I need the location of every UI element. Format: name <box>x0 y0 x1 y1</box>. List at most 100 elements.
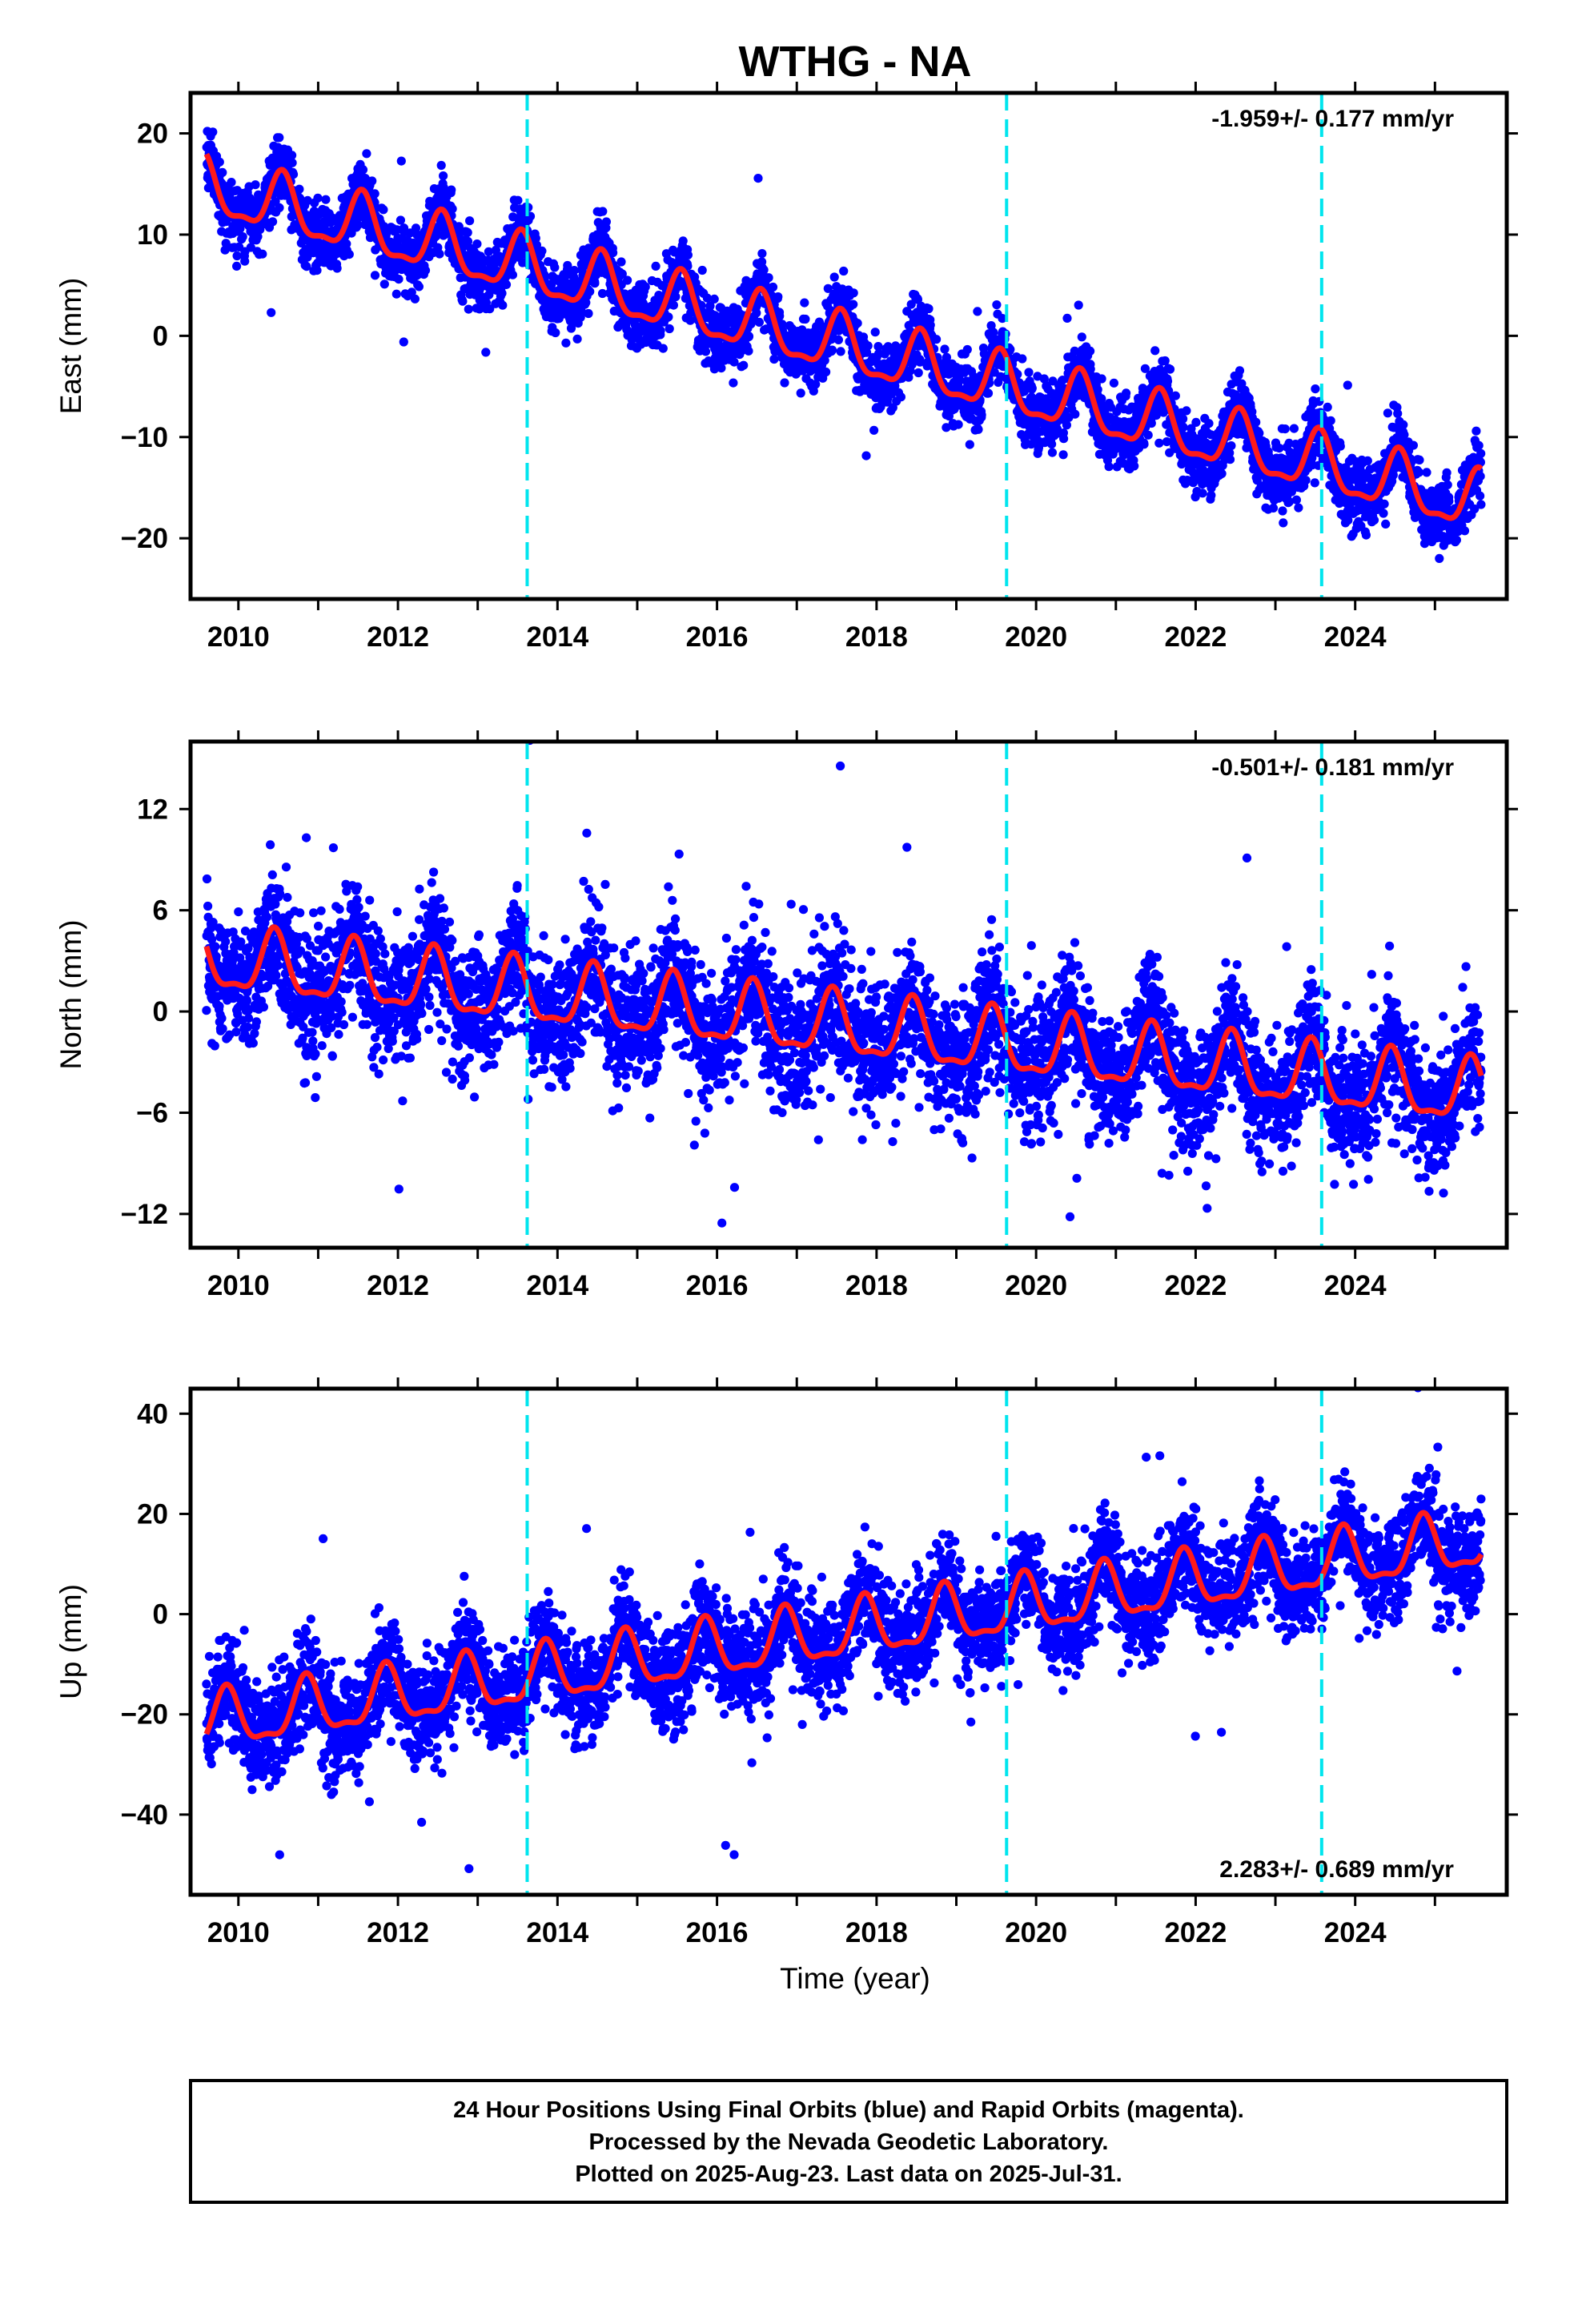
east-position-point <box>913 368 923 378</box>
east-position-point <box>1097 374 1106 384</box>
east-position-point <box>685 316 695 325</box>
east-position-point <box>671 292 681 302</box>
east-position-point <box>777 320 787 329</box>
east-position-point <box>1361 530 1371 540</box>
east-position-point <box>1047 448 1057 457</box>
east-position-point <box>1178 422 1188 432</box>
east-position-point <box>227 178 236 187</box>
east-position-point <box>839 266 849 276</box>
east-position-point <box>370 271 380 280</box>
east-position-point <box>569 266 579 275</box>
east-position-point <box>1160 356 1170 366</box>
east-position-point <box>640 282 650 292</box>
east-position-point <box>886 389 896 399</box>
east-position-point <box>484 290 494 300</box>
east-position-point <box>303 195 312 205</box>
east-position-point <box>1206 430 1216 440</box>
east-position-point <box>498 300 508 310</box>
east-position-point <box>769 354 779 364</box>
east-position-point <box>1255 428 1264 438</box>
east-position-point <box>1047 440 1057 449</box>
east-position-point <box>1225 448 1235 458</box>
east-position-point <box>827 345 837 355</box>
east-position-point <box>1237 379 1247 388</box>
east-position-point <box>623 275 632 285</box>
east-position-point <box>394 275 404 284</box>
east-position-point <box>983 388 994 398</box>
east-position-point <box>1284 438 1294 448</box>
east-position-point <box>616 257 626 267</box>
east-position-point <box>608 248 618 258</box>
east-position-point <box>1104 462 1114 472</box>
east-position-point <box>1278 506 1287 516</box>
east-position-point <box>744 332 754 341</box>
east-position-point <box>1369 515 1379 525</box>
east-position-point <box>561 338 571 348</box>
east-position-point <box>1289 424 1299 433</box>
east-position-point <box>974 424 983 434</box>
east-position-point <box>1310 478 1319 488</box>
east-position-point <box>221 239 231 248</box>
east-position-point <box>1399 420 1408 430</box>
east-position-point <box>598 207 608 216</box>
figure-title: WTHG - NA <box>739 38 972 86</box>
east-position-point <box>1077 332 1086 342</box>
east-position-point <box>537 246 547 255</box>
east-position-point <box>873 342 883 352</box>
east-position-point <box>1165 364 1175 374</box>
east-position-point <box>253 231 263 241</box>
east-position-point <box>251 180 260 190</box>
east-position-point <box>977 410 986 420</box>
east-position-point <box>532 240 542 250</box>
east-position-point <box>709 294 719 304</box>
east-position-point <box>1343 516 1353 525</box>
east-position-point <box>773 292 783 302</box>
east-position-point <box>1379 499 1389 509</box>
east-position-point <box>275 203 284 212</box>
east-position-point <box>1301 476 1311 485</box>
east-position-point <box>1415 455 1424 465</box>
east-position-point <box>1097 394 1106 404</box>
east-position-point <box>362 149 371 159</box>
east-position-point <box>823 283 833 293</box>
east-position-point <box>432 227 441 237</box>
east-position-point <box>1058 450 1068 460</box>
east-position-point <box>1311 384 1320 394</box>
east-position-point <box>752 308 761 318</box>
east-position-point <box>1027 384 1037 393</box>
east-position-point <box>780 378 789 388</box>
east-position-point <box>683 250 693 259</box>
east-position-point <box>800 298 809 308</box>
east-position-point <box>295 184 304 194</box>
east-position-point <box>664 312 673 322</box>
east-position-point <box>992 300 1002 310</box>
east-position-point <box>1235 366 1245 376</box>
east-position-point <box>497 288 507 298</box>
east-position-point <box>1326 416 1335 425</box>
east-position-point <box>986 321 996 331</box>
east-position-point <box>1139 440 1149 449</box>
east-position-point <box>678 236 688 246</box>
east-position-point <box>1143 430 1153 440</box>
east-position-point <box>853 319 862 328</box>
east-position-point <box>658 344 668 353</box>
east-position-point <box>656 326 665 336</box>
east-position-point <box>683 261 693 271</box>
east-position-point <box>915 357 925 367</box>
east-position-point <box>669 300 679 310</box>
east-position-point <box>1150 346 1160 356</box>
east-position-point <box>258 249 267 259</box>
east-position-point <box>1191 417 1201 428</box>
east-position-point <box>550 263 560 272</box>
east-position-point <box>1204 419 1214 428</box>
east-position-point <box>1070 409 1080 419</box>
east-position-point <box>1162 437 1171 447</box>
east-position-point <box>811 380 821 389</box>
east-position-point <box>1109 378 1118 388</box>
east-position-point <box>563 260 572 271</box>
east-position-point <box>485 304 495 314</box>
east-position-point <box>1435 553 1444 564</box>
east-position-point <box>954 374 964 384</box>
east-position-point <box>1182 406 1191 416</box>
east-position-point <box>709 364 720 374</box>
